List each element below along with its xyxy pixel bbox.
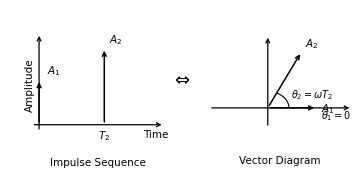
Text: ⇔: ⇔ bbox=[174, 72, 189, 90]
Text: $T_2$: $T_2$ bbox=[98, 129, 110, 143]
Text: Amplitude: Amplitude bbox=[25, 59, 35, 112]
Text: Impulse Sequence: Impulse Sequence bbox=[50, 158, 146, 168]
Text: $A_2$: $A_2$ bbox=[109, 33, 123, 47]
Text: $\theta_1 = 0$: $\theta_1 = 0$ bbox=[321, 109, 351, 123]
Text: $\theta_2 = \omega T_2$: $\theta_2 = \omega T_2$ bbox=[291, 88, 333, 102]
Text: $A_1$: $A_1$ bbox=[46, 65, 60, 78]
Text: Time: Time bbox=[143, 129, 168, 140]
Text: $A_2$: $A_2$ bbox=[305, 37, 318, 51]
Text: Vector Diagram: Vector Diagram bbox=[239, 156, 320, 166]
Text: $A_1$: $A_1$ bbox=[321, 102, 334, 116]
